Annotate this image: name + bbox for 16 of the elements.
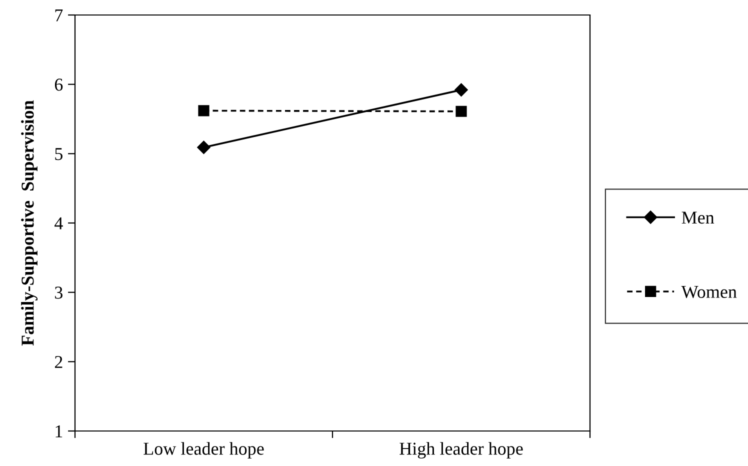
legend-label: Men — [682, 212, 714, 224]
y-tick-label: 1 — [56, 425, 62, 438]
y-tick-label: 5 — [55, 148, 62, 160]
y-tick-label: 2 — [54, 356, 62, 368]
legend-label: Women — [681, 286, 737, 298]
x-tick-label: High leader hope — [400, 442, 523, 459]
x-tick-label: Low leader hope — [144, 442, 264, 458]
y-tick-label: 7 — [55, 9, 63, 22]
y-tick-label: 4 — [54, 217, 63, 230]
point — [198, 105, 210, 116]
point — [456, 106, 467, 117]
y-tick-label: 3 — [55, 286, 62, 299]
y-tick-label: 6 — [54, 78, 63, 91]
y-axis-title: Family-Supportive Supervision — [21, 100, 38, 346]
point — [197, 140, 210, 154]
point — [454, 83, 468, 96]
